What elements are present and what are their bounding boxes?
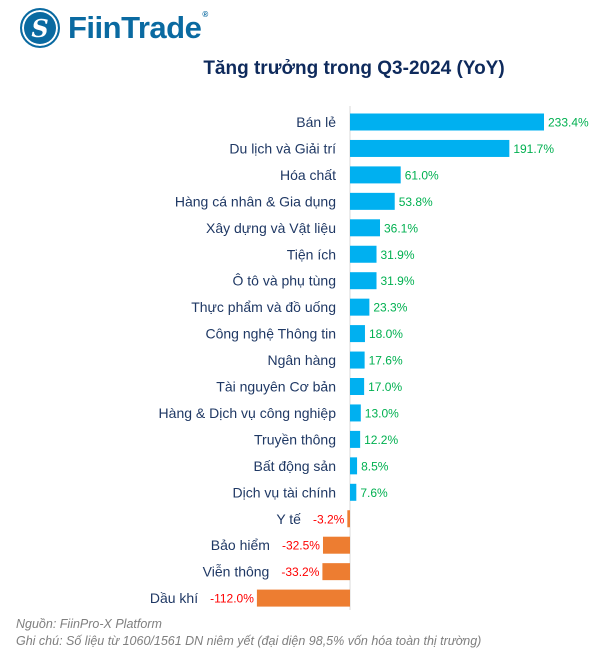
bar [350, 351, 365, 369]
data-label: 13.0% [365, 406, 399, 420]
data-label: 8.5% [361, 459, 389, 473]
data-label: 61.0% [405, 168, 439, 182]
category-label: Bán lẻ [296, 114, 336, 130]
category-label: Du lịch và Giải trí [229, 140, 336, 156]
chart-notes: Nguồn: FiinPro-X Platform Ghi chú: Số li… [16, 616, 481, 650]
source-note: Nguồn: FiinPro-X Platform [16, 617, 162, 631]
data-label: 23.3% [373, 301, 407, 315]
bar [350, 192, 395, 210]
registered-mark: ® [202, 10, 208, 19]
data-label: -33.2% [281, 565, 319, 579]
category-label: Dịch vụ tài chính [233, 484, 337, 500]
category-label: Bảo hiểm [211, 537, 270, 553]
bar [322, 536, 350, 554]
data-label: 233.4% [548, 116, 589, 130]
category-label: Hóa chất [280, 167, 336, 183]
data-label: 18.0% [369, 327, 403, 341]
category-label: Tài nguyên Cơ bản [216, 379, 336, 395]
data-label: 31.9% [381, 248, 415, 262]
category-label: Hàng cá nhân & Gia dụng [175, 193, 336, 209]
bar [350, 430, 361, 448]
bar [322, 563, 350, 581]
bar [350, 298, 370, 316]
logo-text: FiinTrade® [68, 10, 208, 46]
category-label: Công nghệ Thông tin [205, 326, 336, 342]
bar [350, 272, 377, 290]
bar [350, 378, 365, 395]
data-label: 31.9% [381, 274, 415, 288]
category-label: Y tế [276, 511, 301, 527]
bar [350, 219, 381, 237]
bar [350, 325, 365, 343]
category-label: Thực phẩm và đồ uống [191, 299, 336, 315]
category-label: Truyền thông [254, 431, 336, 447]
category-label: Dầu khí [150, 590, 198, 606]
data-label: -32.5% [282, 539, 320, 553]
data-label: 17.6% [369, 354, 403, 368]
bar [350, 139, 510, 157]
category-label: Viễn thông [203, 564, 270, 580]
data-label: 17.0% [368, 380, 402, 394]
logo-emblem-icon: S [20, 8, 60, 48]
fiintrade-logo: S FiinTrade® [20, 8, 208, 48]
bar [350, 166, 401, 184]
brand-name: FiinTrade [68, 10, 202, 45]
bar [350, 245, 377, 263]
bar [347, 510, 350, 528]
data-label: -3.2% [313, 512, 345, 526]
data-label: 7.6% [360, 486, 388, 500]
category-label: Tiện ích [287, 246, 336, 262]
category-label: Hàng & Dịch vụ công nghiệp [159, 405, 337, 421]
bar [350, 457, 358, 475]
chart-title: Tăng trưởng trong Q3-2024 (YoY) [203, 58, 505, 79]
category-label: Bất động sản [253, 458, 336, 474]
data-label: -112.0% [210, 592, 254, 606]
data-label: 53.8% [399, 195, 433, 209]
data-label: 12.2% [364, 433, 398, 447]
category-label: Ngân hàng [267, 352, 336, 368]
data-label: 191.7% [513, 142, 554, 156]
category-label: Ô tô và phụ tùng [232, 273, 336, 289]
bar [256, 589, 350, 607]
remark-note: Ghi chú: Số liệu từ 1060/1561 DN niêm yế… [16, 634, 482, 648]
data-label: 36.1% [384, 221, 418, 235]
bar [350, 483, 357, 501]
bar [350, 113, 544, 131]
category-label: Xây dựng và Vật liệu [206, 220, 336, 236]
bar [350, 404, 361, 422]
